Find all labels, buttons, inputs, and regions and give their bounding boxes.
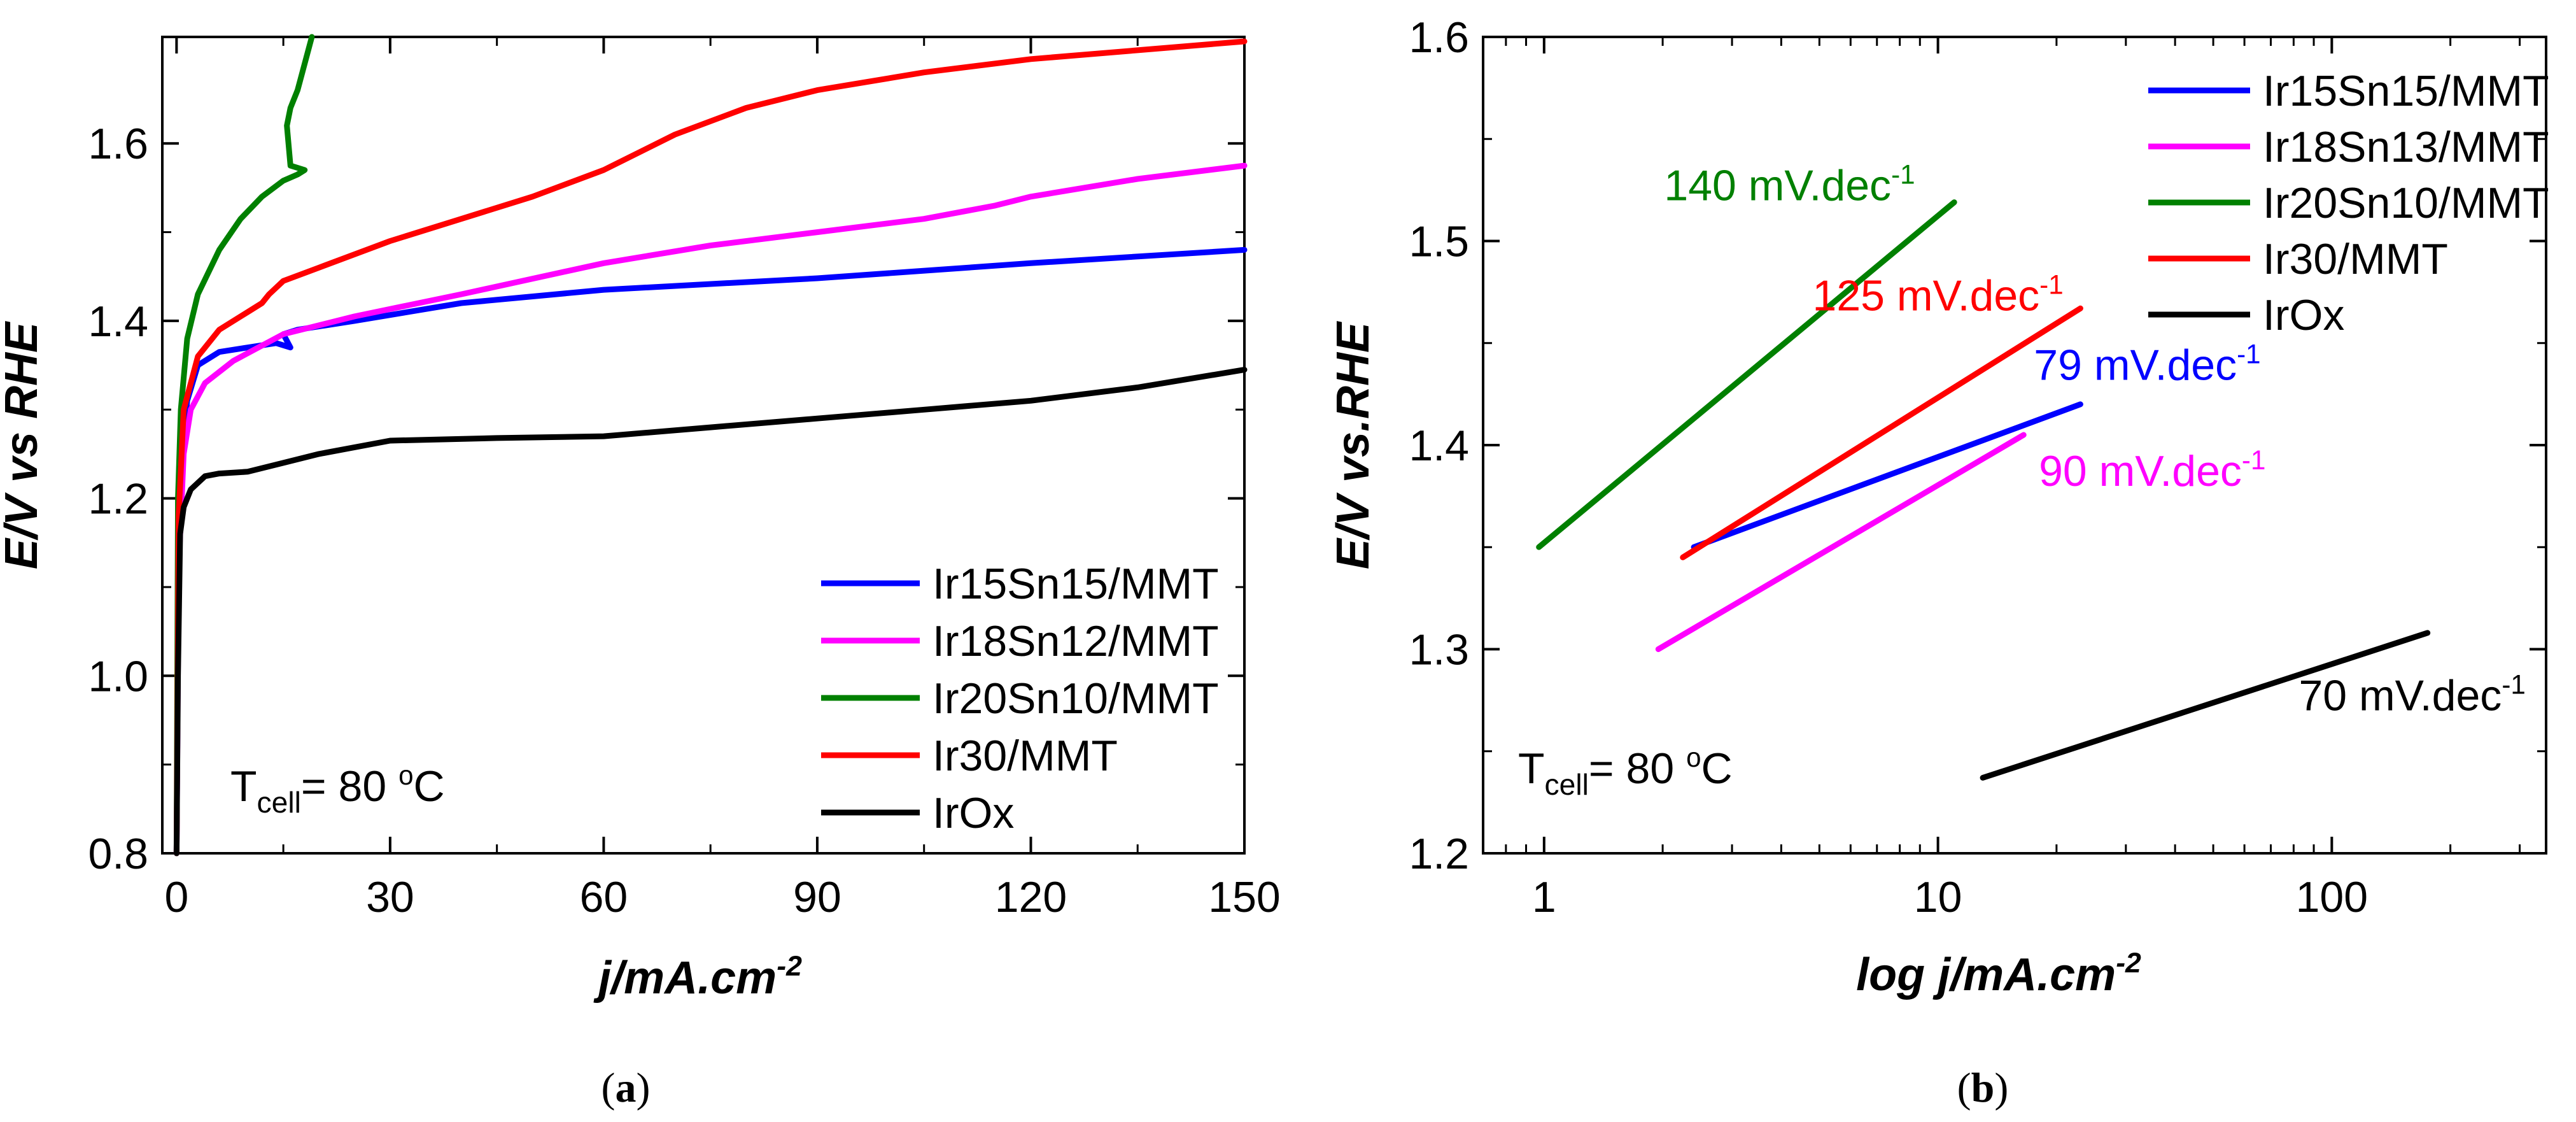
legend-label: IrOx [2263,291,2344,339]
legend-label: Ir18Sn13/MMT [2263,123,2549,171]
slope-label: 79 mV.dec-1 [2034,339,2260,389]
y-tick-label: 1.4 [1409,422,1469,470]
y-tick-label: 1.3 [1409,626,1469,674]
legend-label: Ir20Sn10/MMT [933,674,1219,723]
series-line-irox [173,367,1248,856]
x-tick-label: 120 [995,873,1067,921]
x-tick-label: 1 [1532,873,1556,921]
y-axis-title: E/V vs RHE [0,321,47,569]
x-tick-label: 60 [580,873,628,921]
chart-panel-b: 1.2 1.3 1.4 1.5 1.6 1 10 100 Ir15Sn15/MMT 79 mV.d… [1328,13,2549,1111]
series-line-ir20sn10-mmt [1536,199,1957,550]
y-tick-label: 0.8 [88,830,148,878]
panel-caption: (b) [1957,1065,2009,1111]
legend-label: Ir30/MMT [933,732,1118,780]
series-line-ir30-mmt [173,38,1248,856]
temperature-annotation: Tcell= 80 oC [230,760,445,819]
y-tick-label: 1.0 [88,652,148,700]
y-tick-label: 1.6 [88,120,148,168]
x-tick-label: 100 [2296,873,2368,921]
y-tick-label: 1.2 [88,475,148,523]
plot-frame [161,36,1246,855]
series-line-ir20sn10-mmt [173,34,315,856]
y-axis-title: E/V vs.RHE [1328,321,1379,569]
legend-label: Ir15Sn15/MMT [2263,67,2549,115]
legend-label: Ir20Sn10/MMT [2263,179,2549,227]
slope-label: 125 mV.dec-1 [1813,269,2064,320]
y-tick-label: 1.4 [88,297,148,346]
series-line-ir18sn13-mmt [1655,432,2027,652]
y-tick-label: 1.6 [1409,13,1469,62]
slope-label: 140 mV.dec-1 [1664,159,1915,209]
x-tick-label: 30 [366,873,414,921]
x-tick-label: 0 [164,873,188,921]
temperature-annotation: Tcell= 80 oC [1518,742,1733,801]
series-line-irox [1980,630,2431,781]
series-line-ir18sn12-mmt [173,162,1248,856]
x-axis-title: j/mA.cm-2 [593,951,802,1004]
legend-label: IrOx [933,789,1014,837]
legend-label: Ir18Sn12/MMT [933,617,1219,665]
series-line-ir15sn15-mmt [1691,401,2083,550]
y-tick-label: 1.2 [1409,830,1469,878]
slope-label: 90 mV.dec-1 [2039,445,2265,495]
legend-label: Ir15Sn15/MMT [933,560,1219,608]
series-line-ir30-mmt [1680,305,2083,560]
panel-caption: (a) [602,1065,651,1111]
legend-label: Ir30/MMT [2263,235,2448,283]
y-tick-label: 1.5 [1409,218,1469,266]
x-tick-label: 90 [793,873,841,921]
x-tick-label: 10 [1914,873,1962,921]
chart-panel-a: 0.8 1.0 1.2 1.4 1.6 0 30 60 90 120 150 Ir15Sn15/MMT… [0,34,1281,1111]
x-tick-label: 150 [1208,873,1280,921]
x-axis-title: log j/mA.cm-2 [1856,948,2141,1000]
slope-label: 70 mV.dec-1 [2298,670,2525,720]
